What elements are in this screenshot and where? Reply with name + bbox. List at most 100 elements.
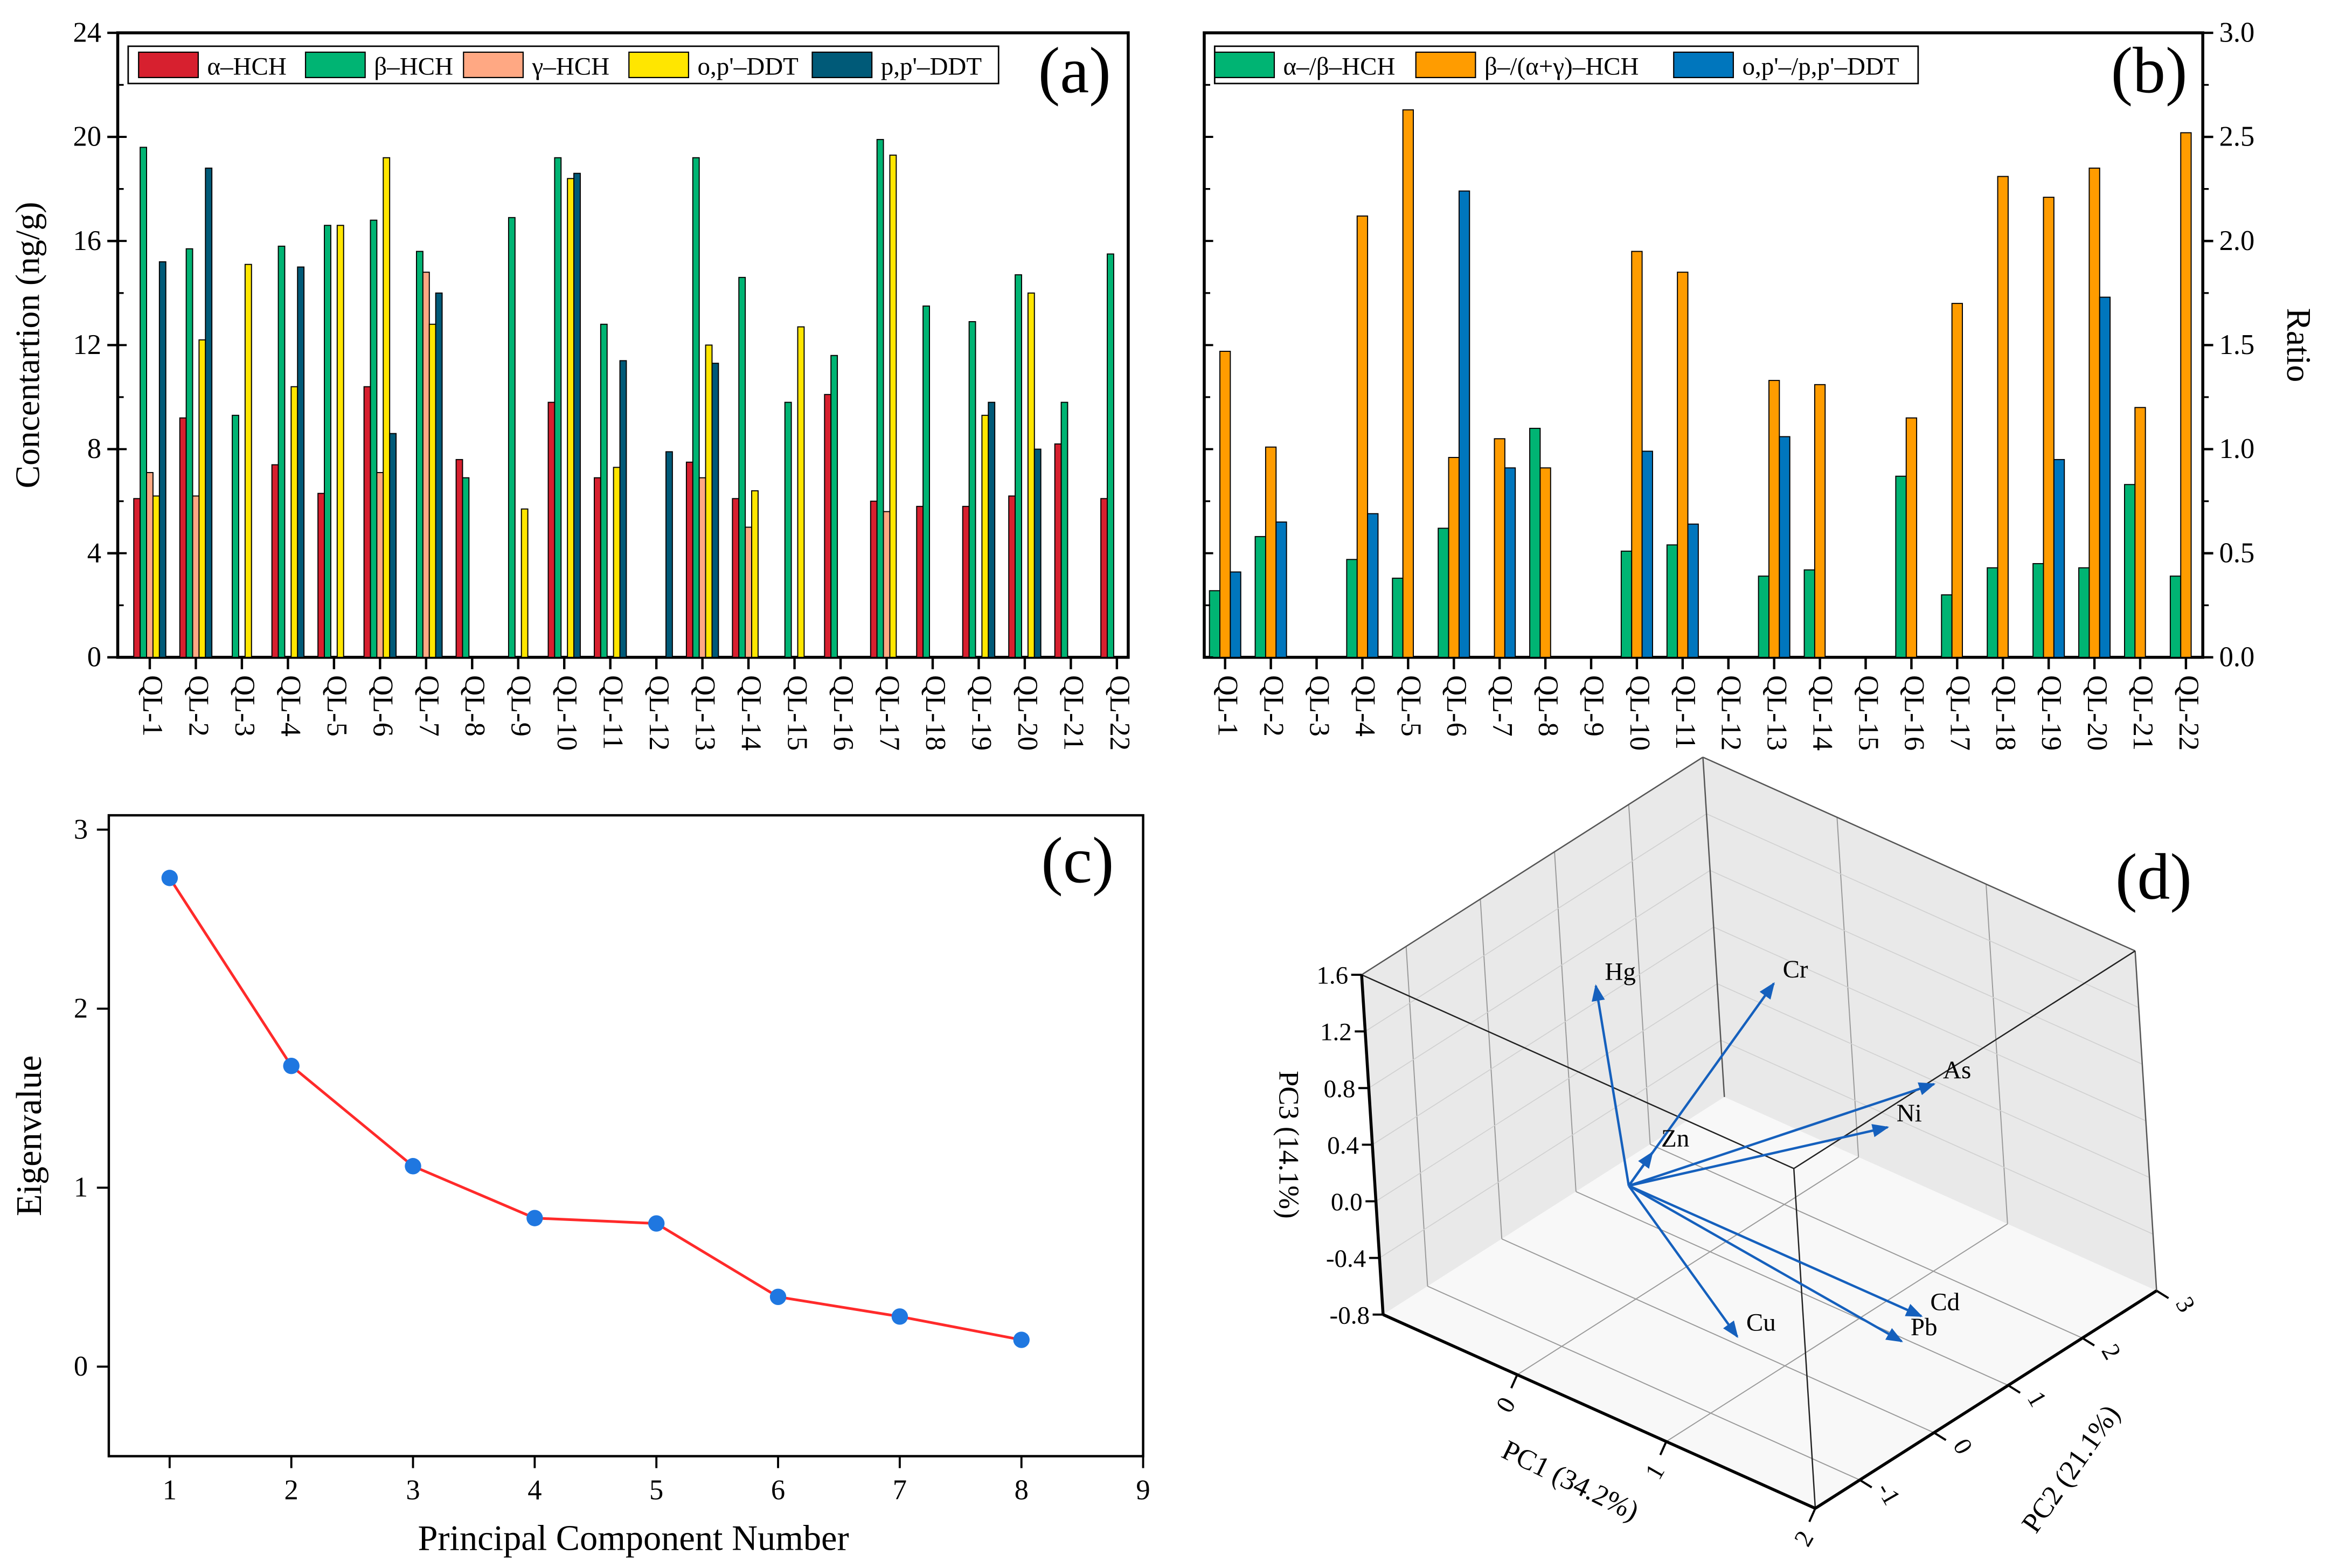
- bar-β–/(α+γ)–HCH-QL-8: [1539, 467, 1551, 658]
- legend-label: β–/(α+γ)–HCH: [1484, 52, 1639, 80]
- x-tick-label: QL-12: [1716, 675, 1747, 751]
- x-tick-label: QL-16: [1898, 675, 1930, 751]
- bar-o,p'–DDT-QL-11: [613, 467, 621, 658]
- bar-α–/β–HCH-QL-17: [1941, 594, 1953, 658]
- bar-β–HCH-QL-21: [1060, 401, 1068, 658]
- x-tick-label: QL-20: [1012, 675, 1043, 751]
- legend-swatch: [1415, 51, 1476, 79]
- y-tick-label: 2: [74, 993, 88, 1024]
- bar-o,p'–/p,p'–DDT-QL-10: [1641, 450, 1653, 658]
- y-tick-label: 0.0: [2219, 641, 2255, 672]
- bar-β–/(α+γ)–HCH-QL-6: [1448, 457, 1460, 658]
- legend: α–/β–HCH β–/(α+γ)–HCH o,p'–/p,p'–DDT: [1213, 45, 1919, 85]
- floor-gridline: [1665, 1223, 2008, 1442]
- panel-label: (d): [2115, 841, 2192, 913]
- panel-d: 0 1 2 -1 0 1 2 3 -0.8 -0.4 0.0 0.4 0.8 1.2 1.6 PC1 (34.…: [1273, 757, 2201, 1551]
- bar-β–/(α+γ)–HCH-QL-10: [1631, 251, 1643, 658]
- bar-α–/β–HCH-QL-13: [1758, 575, 1769, 658]
- y-tick-label: 16: [73, 225, 102, 256]
- pc3-tick-label: -0.8: [1330, 1301, 1370, 1329]
- bar-p,p'–DDT-QL-20: [1033, 448, 1042, 658]
- bar-β–/(α+γ)–HCH-QL-1: [1219, 351, 1231, 658]
- pc2-tick: [2081, 1337, 2095, 1347]
- legend-swatch: [1673, 51, 1734, 79]
- bar-α–/β–HCH-QL-18: [1987, 567, 1998, 658]
- wall-gridline: [1720, 1039, 2154, 1235]
- loading-vector-As: [1628, 1082, 1936, 1187]
- x-tick-label: 1: [163, 1475, 177, 1506]
- bar-β–/(α+γ)–HCH-QL-5: [1402, 109, 1414, 658]
- loading-label-Cr: Cr: [1783, 955, 1808, 983]
- loading-vector-Hg: [1592, 984, 1630, 1186]
- bar-β–HCH-QL-10: [554, 157, 562, 658]
- bar-β–/(α+γ)–HCH-QL-2: [1265, 446, 1277, 658]
- bar-β–/(α+γ)–HCH-QL-7: [1494, 438, 1505, 658]
- box-edge: [1702, 757, 2136, 952]
- x-tick-label: QL-12: [643, 675, 675, 751]
- x-tick-label: QL-15: [1852, 675, 1884, 751]
- floor: [1383, 1097, 2157, 1509]
- pc2-tick: [1933, 1432, 1947, 1441]
- legend-box: [1213, 45, 1919, 85]
- x-tick-label: QL-15: [782, 675, 813, 751]
- bar-α–/β–HCH-QL-22: [2169, 575, 2182, 658]
- x-tick-label: QL-19: [2036, 675, 2067, 751]
- bar-α–HCH-QL-18: [916, 505, 924, 658]
- bar-o,p'–DDT-QL-15: [797, 326, 805, 658]
- y-tick-label: 0: [74, 1351, 88, 1382]
- bar-α–HCH-QL-6: [363, 386, 371, 658]
- bar-α–/β–HCH-QL-19: [2032, 563, 2044, 658]
- x-tick-label: 3: [406, 1475, 420, 1506]
- bar-α–/β–HCH-QL-8: [1529, 427, 1541, 658]
- x-tick-label: QL-18: [920, 675, 951, 751]
- bar-α–/β–HCH-QL-2: [1254, 536, 1266, 658]
- y-tick-label: 3.0: [2219, 17, 2255, 48]
- bar-β–HCH-QL-4: [277, 245, 286, 658]
- eigenvalue-point-5: [648, 1215, 665, 1232]
- bar-p,p'–DDT-QL-12: [665, 451, 673, 658]
- y-tick-label: 4: [87, 537, 101, 568]
- bar-β–/(α+γ)–HCH-QL-4: [1356, 215, 1369, 658]
- bar-o,p'–DDT-QL-14: [751, 490, 759, 658]
- x-tick-label: QL-11: [598, 675, 629, 750]
- bar-α–HCH-QL-22: [1100, 498, 1108, 658]
- bar-α–/β–HCH-QL-14: [1803, 569, 1815, 658]
- bar-α–HCH-QL-14: [732, 498, 740, 658]
- y-tick-label: 24: [73, 17, 102, 48]
- bar-β–HCH-QL-8: [462, 477, 470, 658]
- wall-gridline: [1713, 926, 2146, 1121]
- box-edge: [1361, 974, 1794, 1169]
- bar-α–/β–HCH-QL-10: [1620, 550, 1633, 658]
- bar-p,p'–DDT-QL-10: [573, 172, 581, 658]
- bar-p,p'–DDT-QL-13: [711, 363, 719, 658]
- pc3-tick-label: 0.8: [1324, 1075, 1356, 1103]
- bar-α–HCH-QL-16: [824, 394, 832, 658]
- bar-o,p'–DDT-QL-7: [428, 323, 436, 658]
- legend-label: p,p'–DDT: [881, 52, 982, 80]
- bar-β–HCH-QL-22: [1107, 253, 1114, 658]
- x-tick-label: QL-21: [2127, 675, 2159, 751]
- bar-β–/(α+γ)–HCH-QL-11: [1677, 272, 1689, 658]
- wall-gridline: [1710, 870, 2143, 1065]
- bar-o,p'–/p,p'–DDT-QL-2: [1275, 521, 1287, 658]
- pc3-tick-label: 1.6: [1316, 962, 1348, 990]
- loading-label-As: As: [1943, 1056, 1971, 1084]
- bar-o,p'–/p,p'–DDT-QL-19: [2053, 459, 2065, 658]
- bar-β–HCH-QL-7: [415, 251, 424, 658]
- x-tick-label: QL-1: [1212, 675, 1244, 737]
- bar-o,p'–DDT-QL-4: [290, 386, 299, 658]
- x-tick-label: QL-9: [505, 675, 537, 737]
- bar-α–/β–HCH-QL-20: [2078, 567, 2090, 658]
- x-tick-label: QL-11: [1670, 675, 1701, 750]
- loading-vector-Zn: [1628, 1151, 1654, 1187]
- legend-swatch: [138, 51, 199, 79]
- bar-β–HCH-QL-16: [830, 355, 838, 658]
- bar-α–HCH-QL-13: [685, 461, 693, 658]
- floor-gridline: [1650, 1143, 2083, 1339]
- pc2-tick-label: 3: [2170, 1292, 2201, 1317]
- panel-label: (c): [1041, 825, 1114, 897]
- panel-label: (b): [2111, 35, 2188, 107]
- bar-β–/(α+γ)–HCH-QL-20: [2088, 168, 2100, 658]
- loading-vector-Pb: [1628, 1184, 1903, 1343]
